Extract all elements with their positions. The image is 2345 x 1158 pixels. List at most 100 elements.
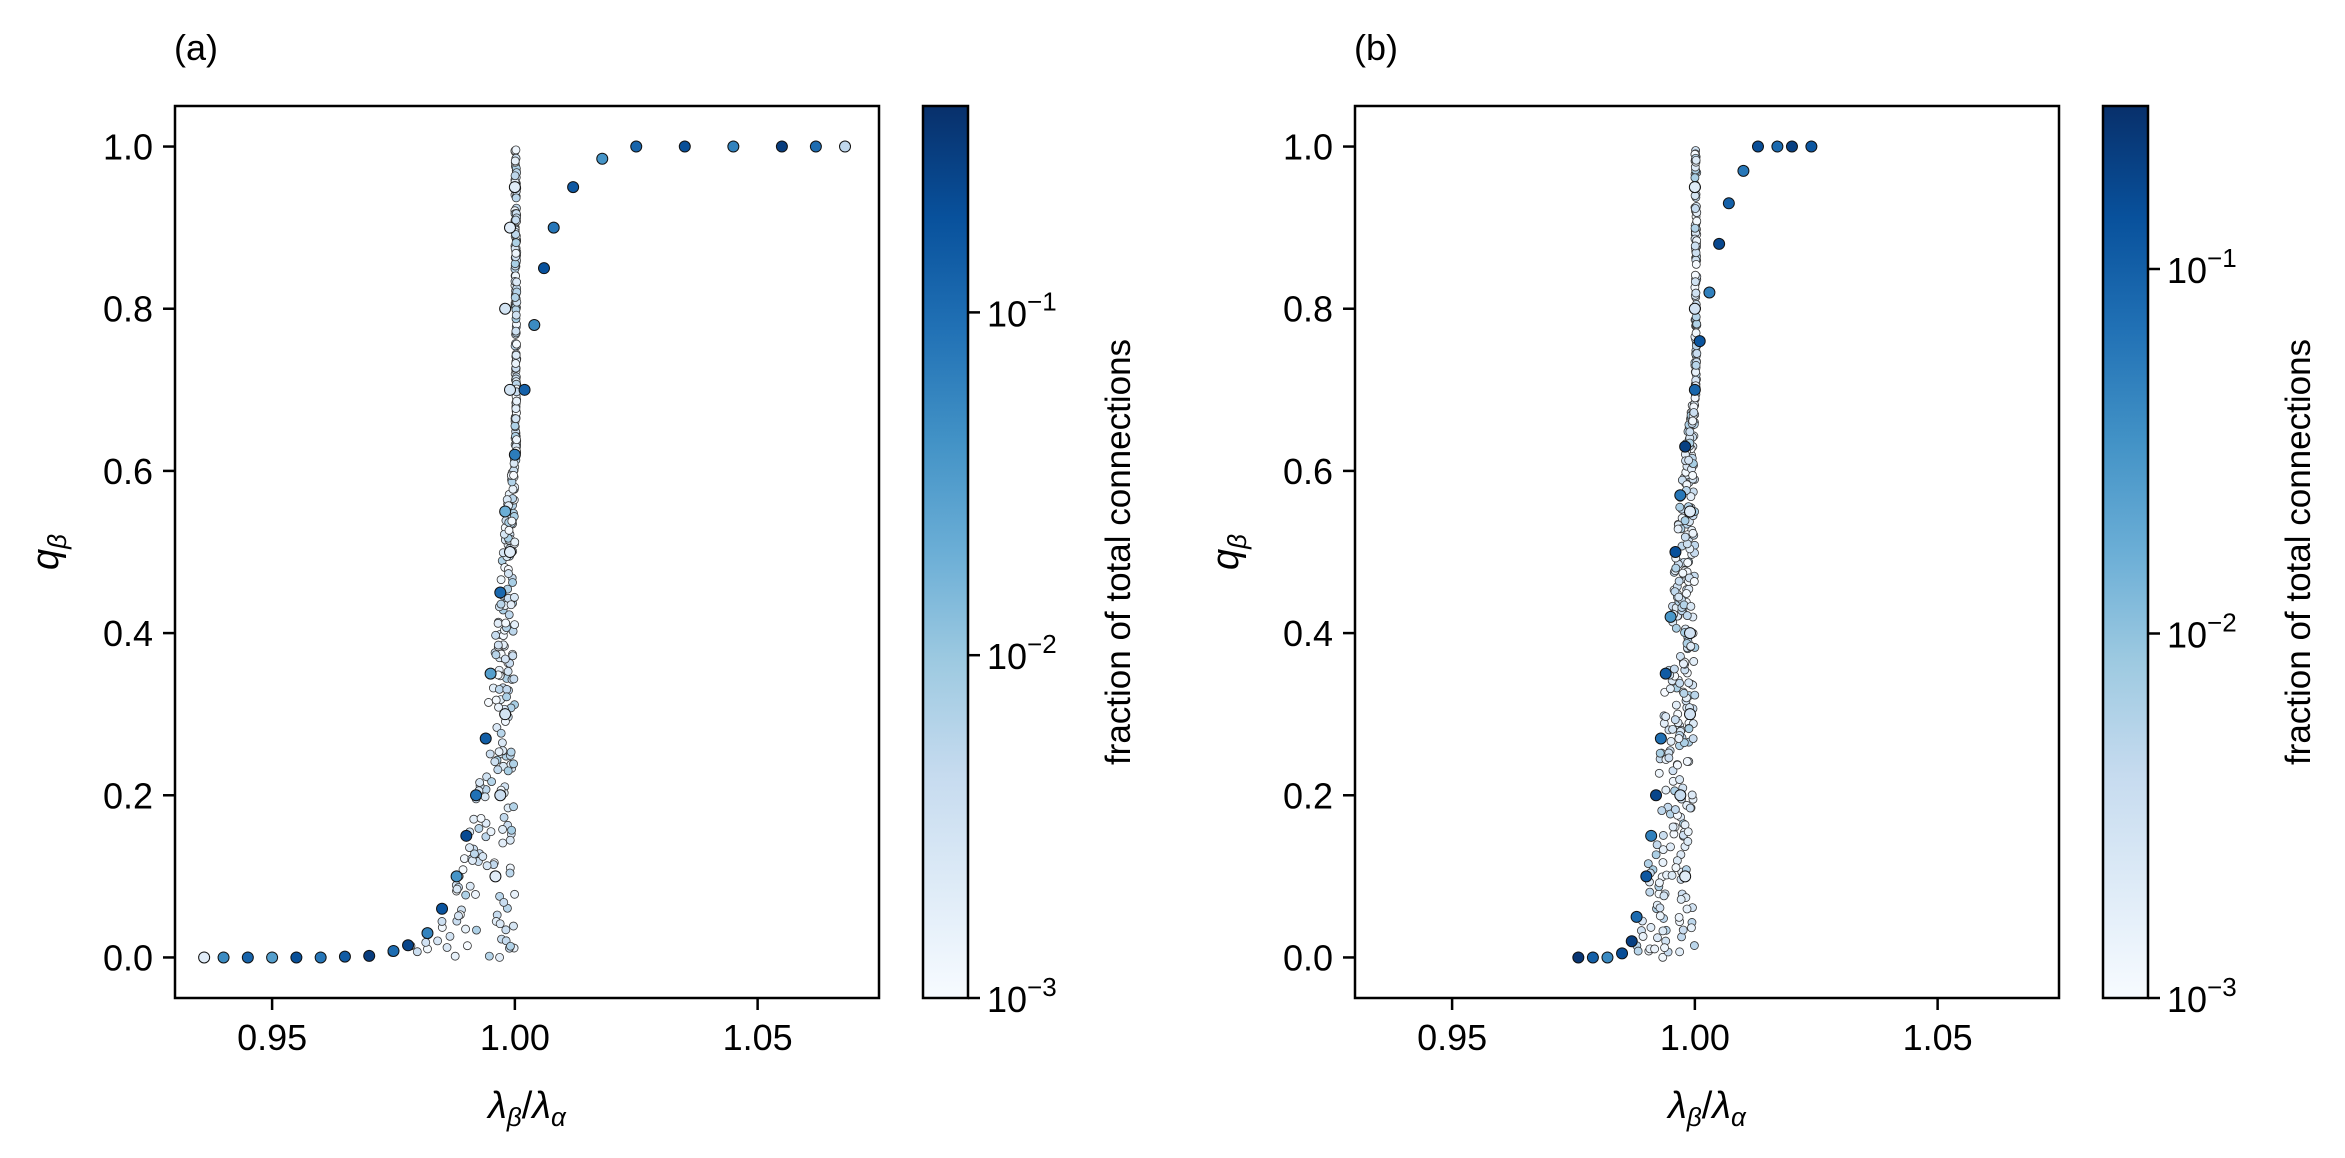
point: [508, 484, 518, 494]
y-tick-label: 0.4: [1283, 613, 1333, 654]
point: [493, 618, 503, 628]
point: [1688, 181, 1701, 194]
colorbar: [921, 104, 970, 1000]
x-ticks-a: 0.95 1.00 1.05: [237, 998, 793, 1058]
point: [486, 827, 496, 837]
point: [507, 516, 517, 526]
point: [518, 383, 531, 396]
point: [1659, 667, 1672, 680]
point: [494, 747, 504, 757]
point: [1691, 155, 1701, 165]
point: [511, 359, 521, 368]
point: [1669, 546, 1682, 558]
point: [1676, 652, 1685, 661]
colorbar-ticks-a: 10−3 10−2 10−1: [968, 286, 1057, 1020]
point: [1668, 724, 1677, 734]
colorbar-ticks-b: 10−3 10−2 10−1: [2148, 243, 2237, 1020]
point: [479, 732, 492, 745]
y-ticks-a: 0.0 0.2 0.4 0.6 0.8 1.0: [103, 127, 175, 978]
point: [1690, 241, 1700, 251]
point: [495, 953, 504, 962]
point: [1633, 946, 1643, 956]
point: [489, 870, 502, 883]
point: [1678, 568, 1688, 578]
point: [510, 171, 520, 181]
x-tick-label: 1.00: [480, 1017, 550, 1058]
point: [547, 221, 560, 234]
point: [1675, 678, 1685, 688]
y-tick-label: 1.0: [103, 127, 153, 168]
point: [1654, 768, 1664, 778]
point: [462, 941, 472, 951]
point: [512, 396, 522, 406]
point: [480, 792, 490, 802]
point: [1661, 785, 1671, 795]
point: [1658, 926, 1668, 936]
point: [1722, 197, 1735, 210]
point: [1640, 870, 1653, 883]
point: [1679, 659, 1688, 669]
point: [476, 813, 486, 823]
point: [1671, 863, 1681, 873]
point: [496, 575, 506, 585]
plot-frame: [1353, 104, 2061, 1000]
point: [501, 618, 511, 628]
point: [402, 939, 415, 952]
point: [1679, 688, 1689, 698]
point: [1683, 837, 1693, 846]
colorbar-tick-label: 10−1: [2167, 243, 2237, 291]
point: [266, 951, 279, 964]
point: [1655, 748, 1665, 758]
point: [501, 925, 511, 935]
point: [511, 350, 521, 360]
point: [198, 951, 211, 964]
point: [502, 692, 511, 702]
point: [809, 140, 822, 153]
point: [1684, 627, 1697, 640]
point: [510, 156, 520, 166]
point: [1674, 734, 1684, 743]
point: [1682, 757, 1692, 766]
point: [1682, 904, 1692, 914]
point: [499, 708, 512, 721]
point: [1684, 724, 1694, 734]
point: [460, 854, 469, 863]
point: [338, 950, 351, 963]
point: [1690, 277, 1700, 287]
panel-label: (b): [1354, 27, 1398, 68]
point: [1671, 700, 1681, 710]
colorbar-tick-label: 10−3: [987, 972, 1057, 1020]
point: [450, 951, 460, 961]
point: [1675, 502, 1685, 512]
point: [470, 849, 479, 859]
point: [1671, 563, 1681, 573]
point: [1645, 829, 1658, 842]
point: [1680, 532, 1690, 542]
point: [511, 193, 521, 203]
colorbar-tick-label: 10−1: [987, 286, 1057, 334]
point: [1674, 489, 1687, 502]
point: [1674, 789, 1687, 802]
point: [509, 802, 518, 812]
points-b: [1572, 140, 1818, 964]
point: [508, 651, 518, 661]
point: [1688, 383, 1701, 396]
point: [839, 140, 852, 153]
point: [487, 777, 496, 787]
colorbar-tick-label: 10−2: [2167, 607, 2237, 655]
point: [1601, 951, 1614, 964]
point: [495, 919, 505, 929]
point: [1660, 943, 1669, 953]
point: [1667, 871, 1677, 880]
point: [290, 951, 303, 964]
point: [494, 684, 504, 694]
point: [1737, 164, 1750, 177]
point: [511, 248, 521, 258]
point: [1771, 140, 1784, 153]
point: [1686, 601, 1696, 611]
point: [511, 145, 521, 155]
point: [387, 944, 400, 957]
point: [1638, 932, 1648, 941]
point: [502, 685, 512, 694]
